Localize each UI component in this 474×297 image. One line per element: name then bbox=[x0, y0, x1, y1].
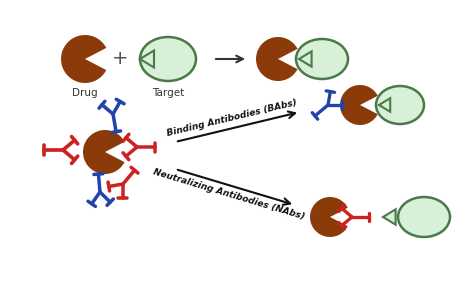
Text: +: + bbox=[112, 50, 128, 69]
Text: Target: Target bbox=[152, 88, 184, 98]
Text: Neutralizing Antibodies (NAbs): Neutralizing Antibodies (NAbs) bbox=[152, 167, 306, 221]
Ellipse shape bbox=[140, 37, 196, 81]
Ellipse shape bbox=[296, 39, 348, 79]
Wedge shape bbox=[310, 197, 348, 237]
Wedge shape bbox=[256, 37, 298, 81]
Polygon shape bbox=[379, 98, 390, 112]
Wedge shape bbox=[340, 85, 378, 125]
Ellipse shape bbox=[376, 86, 424, 124]
Wedge shape bbox=[83, 130, 125, 174]
Text: Drug: Drug bbox=[72, 88, 98, 98]
Text: Binding Antibodies (BAbs): Binding Antibodies (BAbs) bbox=[165, 98, 298, 138]
Polygon shape bbox=[383, 209, 396, 225]
Ellipse shape bbox=[398, 197, 450, 237]
Wedge shape bbox=[61, 35, 106, 83]
Polygon shape bbox=[140, 50, 154, 67]
Polygon shape bbox=[299, 51, 311, 67]
